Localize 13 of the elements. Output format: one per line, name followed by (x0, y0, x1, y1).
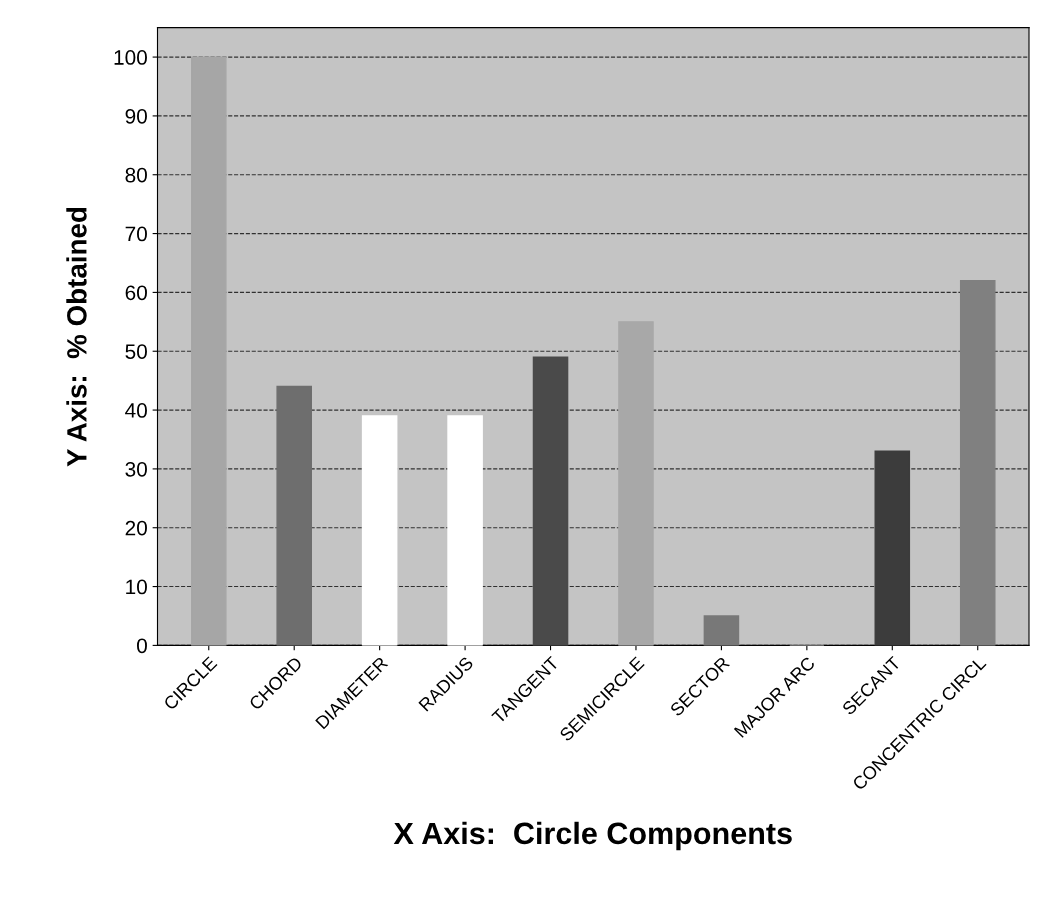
y-axis-title: Y Axis: % Obtained (66, 207, 87, 467)
y-tick-label: 40 (125, 403, 147, 418)
y-tick-label: 10 (126, 579, 147, 595)
y-tick-label: 70 (125, 226, 147, 242)
y-tick-label: 20 (125, 520, 147, 536)
y-tick-label: 0 (137, 638, 147, 654)
y-tick-label: 50 (125, 344, 147, 359)
y-tick-label: 80 (125, 167, 147, 183)
y-tick-label: 60 (125, 285, 147, 301)
y-tick-label: 100 (114, 50, 147, 65)
y-tick-label: 30 (125, 461, 147, 477)
y-tick-label: 90 (125, 108, 147, 124)
x-axis-title: X Axis: Circle Components (393, 821, 792, 851)
